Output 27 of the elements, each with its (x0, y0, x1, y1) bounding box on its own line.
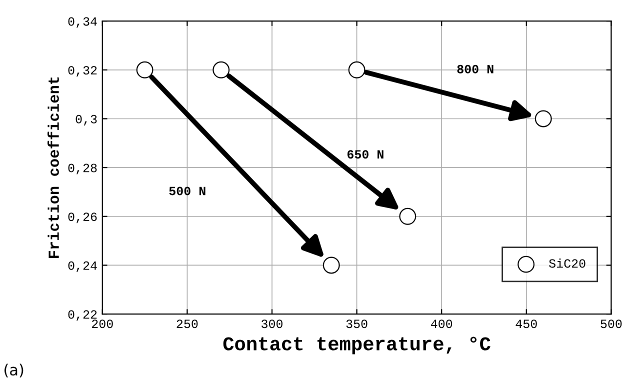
x-tick-label: 500 (600, 320, 622, 328)
x-tick-label: 350 (346, 320, 368, 328)
x-axis-title: Contact temperature, °C (223, 336, 490, 354)
text: (a) (4, 364, 24, 378)
x-tick-label: 400 (430, 320, 452, 328)
legend-label: SiC20 (549, 258, 586, 268)
point (136, 61, 154, 78)
x-tick-label: 200 (92, 320, 113, 328)
y-tick-label: 0,22 (68, 310, 97, 321)
point (534, 110, 552, 128)
point (348, 61, 366, 78)
x-tick-label: 450 (516, 320, 537, 328)
y-tick-label: 0,26 (68, 212, 97, 224)
y-tick-label: 0,3 (76, 114, 97, 126)
point (212, 61, 230, 78)
y-tick-label: 0,28 (68, 164, 97, 174)
y-tick-label: 0,34 (68, 17, 97, 28)
annotation: 650 N (347, 150, 384, 159)
x-tick-label: 300 (262, 320, 282, 328)
annotation: 800 N (457, 64, 494, 74)
point (399, 208, 416, 225)
y-tick-label: 0,24 (68, 261, 97, 272)
x-tick-label: 250 (176, 320, 198, 328)
point (322, 256, 340, 274)
y-axis-title: Friction coefficient (48, 77, 59, 258)
y-tick-label: 0,32 (68, 66, 97, 77)
annotation: 500 N (169, 186, 206, 196)
